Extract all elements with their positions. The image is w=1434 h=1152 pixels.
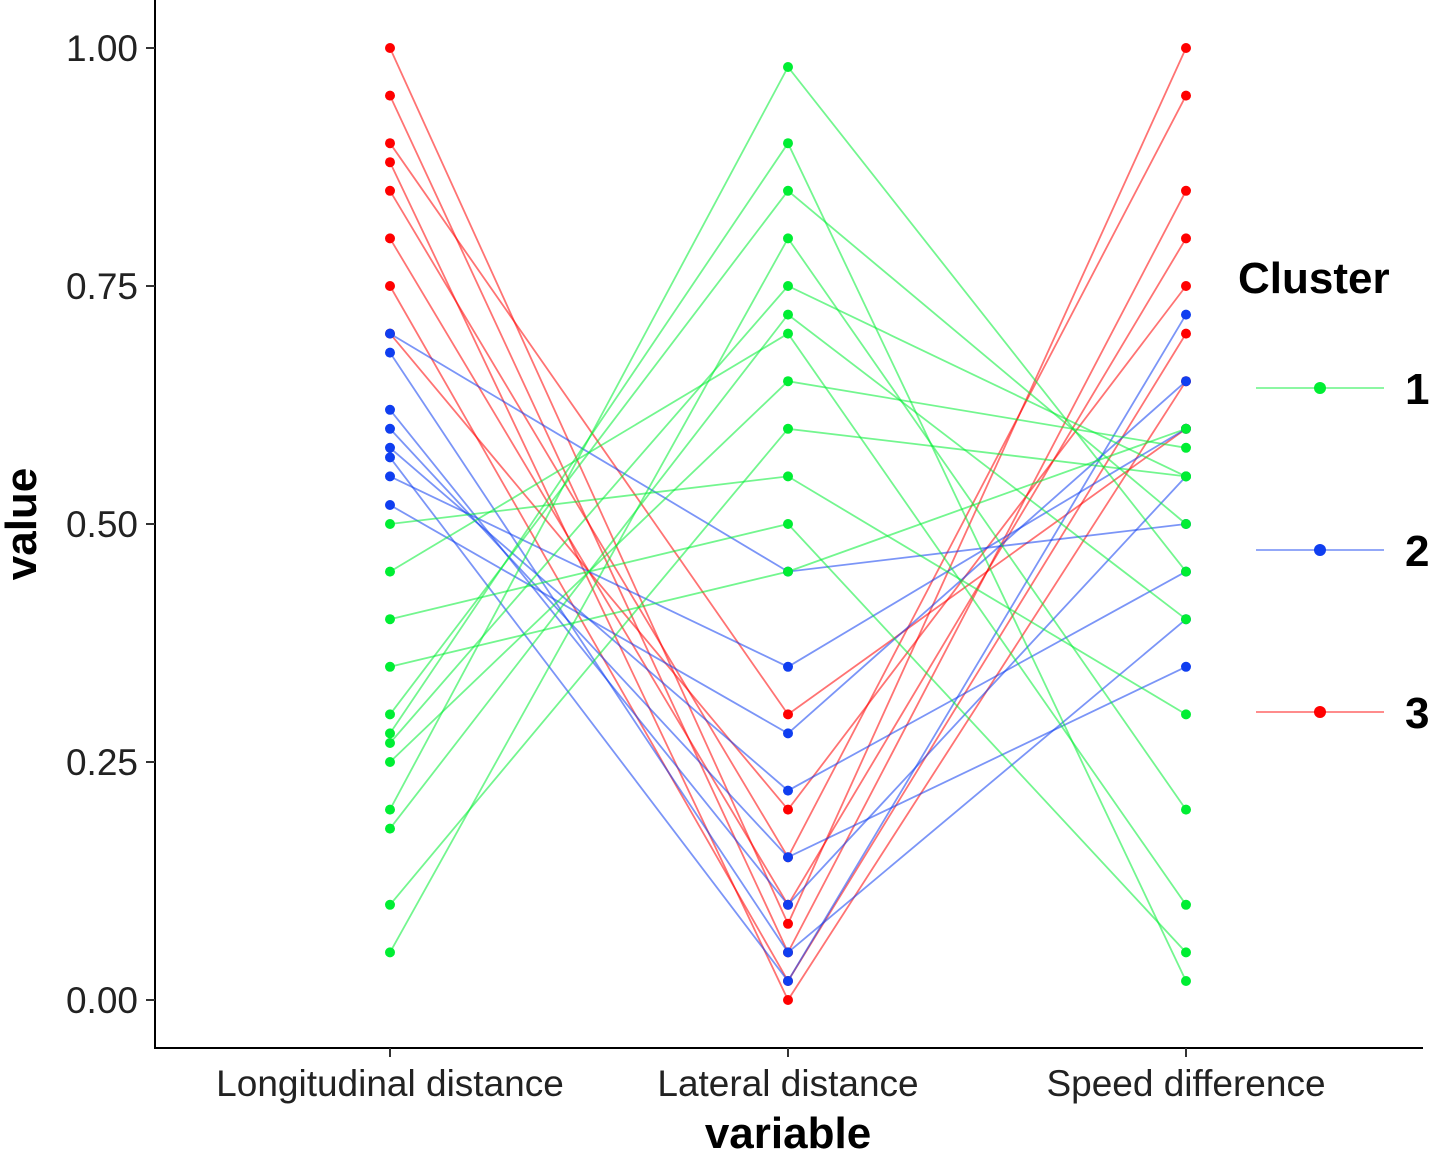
- cluster-2-point: [1181, 376, 1191, 387]
- cluster-1-point: [385, 738, 395, 748]
- legend-label: 1: [1405, 365, 1429, 414]
- cluster-2-point: [783, 899, 793, 910]
- legend-label: 3: [1405, 689, 1429, 738]
- x-axis-title: variable: [705, 1109, 871, 1152]
- x-tick-label: Speed difference: [1046, 1063, 1325, 1104]
- cluster-2-profile-line: [389, 428, 1187, 668]
- legend: Cluster 1 2 3: [1238, 254, 1429, 738]
- y-ticks-layer: 0.00 0.25 0.50 0.75 1.00: [66, 28, 155, 1021]
- cluster-2-point: [385, 347, 395, 358]
- cluster-3-point: [783, 804, 793, 815]
- cluster-1-point: [1181, 804, 1191, 815]
- cluster-3-point: [385, 157, 395, 168]
- cluster-1-point: [783, 138, 793, 149]
- legend-key-point: [1314, 382, 1326, 394]
- cluster-2-point: [783, 947, 793, 958]
- cluster-1-profile-line: [389, 475, 1187, 716]
- cluster-2-point: [783, 661, 793, 672]
- cluster-2-point: [385, 404, 395, 415]
- cluster-2-point: [1181, 309, 1191, 320]
- cluster-2-point: [385, 452, 395, 463]
- cluster-1-point: [783, 519, 793, 529]
- cluster-3-point: [1181, 233, 1191, 244]
- x-tick-label: Lateral distance: [657, 1063, 918, 1104]
- cluster-3-point: [385, 281, 395, 291]
- cluster-3-point: [385, 90, 395, 101]
- cluster-3-point: [1181, 185, 1191, 196]
- x-tick-label: Longitudinal distance: [216, 1063, 564, 1104]
- cluster-1-point: [783, 233, 793, 244]
- cluster-2-point: [385, 442, 395, 453]
- cluster-1-point: [385, 614, 395, 625]
- cluster-1-point: [783, 328, 793, 339]
- cluster-2-point: [783, 785, 793, 796]
- cluster-2-point: [385, 471, 395, 482]
- cluster-1-point: [1181, 899, 1191, 910]
- y-tick-label: 0.50: [66, 504, 138, 545]
- y-axis-title: value: [0, 468, 46, 581]
- cluster-1-point: [783, 309, 793, 320]
- x-ticks-layer: Longitudinal distance Lateral distance Spe…: [216, 1048, 1326, 1104]
- cluster-1-profile-line: [389, 236, 1187, 953]
- y-tick-label: 0.75: [66, 266, 138, 307]
- cluster-3-point: [385, 233, 395, 244]
- y-tick-label: 0.25: [66, 742, 138, 783]
- legend-label: 2: [1405, 527, 1429, 576]
- cluster-1-point: [1181, 519, 1191, 529]
- cluster-2-point: [385, 423, 395, 434]
- cluster-3-point: [1181, 90, 1191, 101]
- cluster-2-point: [1181, 661, 1191, 672]
- cluster-1-point: [783, 471, 793, 482]
- cluster-1-point: [783, 376, 793, 387]
- cluster-1-point: [385, 566, 395, 577]
- cluster-1-point: [385, 947, 395, 958]
- cluster-1-point: [1181, 423, 1191, 434]
- cluster-2-profile-line: [389, 409, 1187, 907]
- cluster-1-point: [1181, 471, 1191, 482]
- cluster-1-profile-line: [389, 427, 1187, 668]
- cluster-1-point: [783, 62, 793, 72]
- cluster-3-point: [783, 995, 793, 1005]
- legend-title: Cluster: [1238, 254, 1390, 303]
- cluster-2-point: [385, 328, 395, 339]
- cluster-1-point: [385, 661, 395, 672]
- cluster-1-point: [1181, 976, 1191, 986]
- cluster-3-point: [385, 185, 395, 196]
- cluster-2-point: [783, 852, 793, 863]
- cluster-1-point: [1181, 442, 1191, 453]
- cluster-3-point: [1181, 43, 1191, 53]
- cluster-1-point: [783, 423, 793, 434]
- cluster-2-point: [783, 976, 793, 986]
- y-tick-label: 0.00: [66, 980, 138, 1021]
- cluster-2-profile-line: [389, 332, 1187, 573]
- cluster-1-point: [1181, 566, 1191, 577]
- cluster-1-point: [783, 185, 793, 196]
- legend-key-point: [1314, 544, 1326, 556]
- cluster-3-point: [1181, 328, 1191, 339]
- cluster-1-point: [385, 728, 395, 739]
- cluster-3-point: [385, 138, 395, 149]
- cluster-1-profile-line: [389, 189, 1187, 715]
- cluster-1-point: [1181, 947, 1191, 958]
- cluster-3-point: [1181, 281, 1191, 291]
- cluster-1-point: [783, 281, 793, 291]
- cluster-3-point: [783, 918, 793, 929]
- cluster-1-point: [783, 566, 793, 577]
- cluster-3-point: [385, 43, 395, 53]
- cluster-2-point: [385, 500, 395, 510]
- profile-points-layer: [385, 43, 1191, 1005]
- cluster-1-point: [1181, 709, 1191, 720]
- legend-key-point: [1314, 706, 1326, 718]
- cluster-2-point: [783, 728, 793, 739]
- cluster-1-point: [385, 804, 395, 815]
- cluster-1-point: [385, 709, 395, 720]
- cluster-1-point: [385, 757, 395, 767]
- cluster-1-point: [385, 823, 395, 834]
- cluster-3-point: [783, 709, 793, 720]
- cluster-1-point: [385, 899, 395, 910]
- y-tick-label: 1.00: [66, 28, 138, 69]
- cluster-1-point: [1181, 614, 1191, 625]
- cluster-1-point: [385, 519, 395, 529]
